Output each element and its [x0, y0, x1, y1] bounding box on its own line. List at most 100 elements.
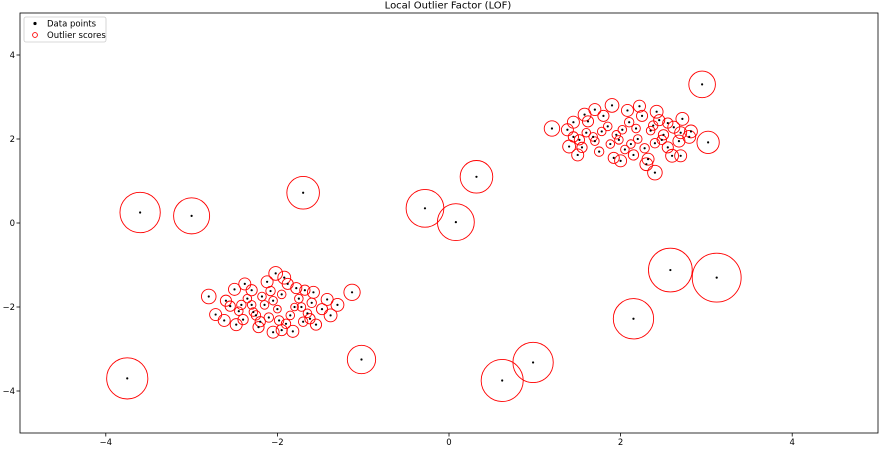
data-point: [681, 117, 684, 120]
outlier-score-circle: [268, 266, 283, 281]
outlier-score-circles: [106, 70, 742, 402]
data-point: [689, 130, 693, 133]
y-tick-label: −2: [2, 303, 15, 313]
outlier-score-circle: [260, 275, 274, 289]
data-point: [580, 146, 584, 149]
outlier-score-circle: [252, 321, 265, 334]
data-point: [707, 141, 710, 144]
x-tick-label: −2: [271, 438, 284, 448]
outlier-score-circle: [323, 308, 338, 323]
data-point: [550, 127, 554, 130]
outlier-score-circle: [315, 303, 329, 316]
outlier-score-circle: [617, 125, 628, 135]
outlier-score-circle: [607, 151, 620, 164]
data-point: [566, 128, 569, 131]
data-point: [320, 308, 324, 311]
data-point: [606, 125, 609, 128]
data-point: [653, 142, 657, 145]
data-point: [679, 131, 682, 134]
data-point: [302, 320, 305, 323]
outlier-score-circle: [201, 288, 217, 305]
outlier-score-circle: [248, 307, 259, 317]
data-point: [312, 291, 315, 294]
data-point: [280, 329, 283, 332]
outlier-score-circle: [624, 117, 635, 128]
outlier-score-circle: [299, 284, 311, 296]
data-point: [326, 298, 329, 301]
outlier-score-circle: [273, 304, 282, 314]
outlier-score-circle: [682, 130, 697, 144]
data-point: [475, 175, 478, 178]
chart-title: Local Outlier Factor (LOF): [385, 1, 512, 12]
data-point: [423, 207, 427, 210]
data-point: [233, 288, 236, 291]
y-tick-label: −4: [2, 387, 15, 397]
outlier-score-circle: [674, 149, 688, 163]
outlier-score-circle: [259, 300, 270, 310]
data-point: [283, 276, 286, 279]
data-point: [243, 282, 246, 285]
outlier-score-circle: [234, 306, 244, 316]
data-point: [295, 287, 298, 290]
data-point: [126, 377, 129, 380]
data-point: [360, 358, 363, 361]
outlier-score-circle: [649, 104, 664, 119]
x-tick-label: 2: [618, 438, 623, 448]
outlier-score-circle: [657, 129, 670, 141]
outlier-score-circle: [593, 146, 605, 157]
outlier-score-circle: [436, 203, 475, 242]
data-point: [593, 108, 596, 111]
outlier-score-circle: [106, 357, 149, 400]
data-point: [646, 158, 650, 161]
data-point: [670, 154, 674, 157]
outlier-score-circle: [566, 115, 580, 129]
data-point: [672, 126, 675, 129]
outlier-score-circle: [647, 164, 663, 181]
outlier-score-circle: [656, 134, 667, 146]
data-point: [592, 135, 595, 138]
data-point: [602, 114, 605, 117]
y-axis-ticks: −4 −2 0 2 4: [2, 51, 20, 397]
outlier-score-circle: [665, 148, 679, 163]
outlier-score-circle: [662, 117, 674, 129]
data-point: [638, 105, 641, 108]
outlier-score-circle: [330, 298, 345, 312]
data-point: [272, 331, 275, 334]
data-point: [652, 124, 655, 127]
outlier-score-circle: [596, 126, 607, 137]
outlier-score-circle: [306, 285, 320, 299]
data-point: [662, 133, 665, 136]
outlier-score-circle: [285, 310, 296, 321]
data-point: [629, 142, 632, 146]
legend-data-points-marker: [33, 21, 37, 26]
outlier-score-circle: [173, 197, 211, 235]
outlier-score-circle: [602, 121, 613, 132]
outlier-score-circle: [649, 138, 661, 149]
data-point: [302, 191, 305, 194]
outlier-score-circle: [273, 315, 285, 326]
data-point: [229, 305, 232, 308]
data-point: [612, 156, 615, 159]
outlier-score-circle: [590, 136, 600, 146]
data-point: [701, 83, 704, 86]
data-point: [269, 289, 272, 293]
data-point: [274, 272, 277, 275]
data-point: [593, 140, 596, 143]
outlier-score-circle: [639, 143, 650, 154]
data-point: [259, 320, 262, 323]
outlier-score-circle: [581, 127, 592, 138]
outlier-score-circle: [257, 291, 267, 302]
data-point: [254, 314, 258, 317]
data-point: [598, 150, 601, 153]
outlier-score-circle: [343, 283, 361, 301]
outlier-score-circle: [611, 130, 622, 140]
outlier-score-circle: [219, 294, 232, 307]
data-point: [266, 280, 269, 283]
outlier-score-circle: [661, 141, 674, 154]
data-point: [293, 305, 296, 309]
data-point: [583, 113, 586, 116]
data-point: [291, 330, 294, 333]
data-point: [666, 146, 669, 149]
outlier-score-circle: [675, 111, 690, 126]
